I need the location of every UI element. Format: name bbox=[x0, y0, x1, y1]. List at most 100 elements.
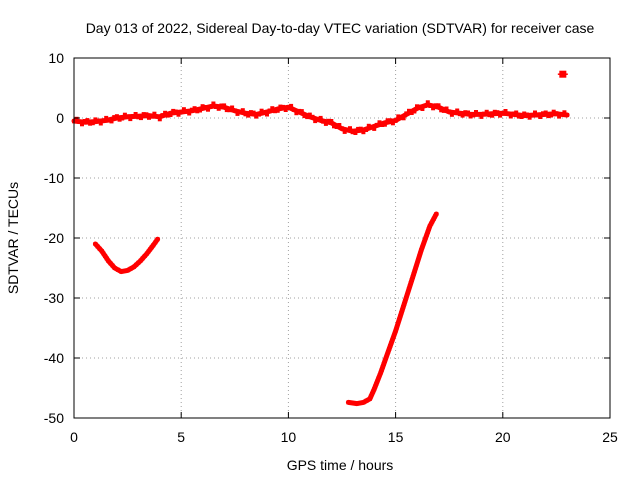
data-point bbox=[181, 107, 186, 112]
data-point bbox=[136, 115, 141, 120]
data-point bbox=[74, 116, 79, 121]
data-point bbox=[187, 111, 192, 116]
data-point bbox=[350, 130, 355, 135]
data-point bbox=[256, 112, 261, 117]
data-point bbox=[423, 103, 428, 108]
data-point bbox=[527, 115, 532, 120]
data-point bbox=[346, 400, 351, 405]
data-point bbox=[160, 113, 165, 118]
data-point bbox=[427, 224, 432, 228]
data-point bbox=[415, 104, 419, 109]
data-point bbox=[153, 240, 158, 245]
data-point bbox=[155, 237, 160, 242]
data-point bbox=[565, 113, 570, 117]
data-point bbox=[355, 401, 359, 406]
data-point bbox=[125, 114, 130, 119]
series-4 bbox=[557, 70, 568, 78]
data-point bbox=[141, 112, 146, 117]
data-point bbox=[422, 239, 427, 243]
data-point bbox=[323, 121, 328, 126]
data-point bbox=[419, 248, 424, 252]
data-point bbox=[281, 104, 285, 109]
data-point bbox=[530, 113, 535, 118]
data-point bbox=[144, 251, 149, 256]
data-point bbox=[392, 332, 397, 336]
data-point bbox=[404, 111, 409, 116]
data-point bbox=[388, 118, 393, 123]
data-point bbox=[140, 256, 145, 261]
data-point bbox=[93, 117, 98, 122]
data-point bbox=[122, 112, 127, 117]
data-point bbox=[460, 113, 465, 118]
data-point bbox=[82, 119, 87, 123]
data-point bbox=[449, 112, 454, 117]
data-point bbox=[500, 111, 505, 116]
data-point bbox=[275, 108, 280, 113]
data-point bbox=[151, 243, 156, 248]
data-point bbox=[369, 125, 374, 130]
data-point bbox=[117, 117, 122, 122]
data-point bbox=[372, 387, 377, 392]
data-point bbox=[375, 379, 380, 384]
data-point bbox=[455, 108, 460, 113]
data-point bbox=[122, 269, 127, 273]
data-point bbox=[492, 109, 497, 114]
data-point bbox=[377, 120, 382, 125]
data-point bbox=[286, 105, 291, 110]
data-point bbox=[374, 122, 379, 127]
data-point bbox=[119, 269, 124, 274]
data-point bbox=[498, 113, 503, 118]
data-point bbox=[305, 115, 310, 120]
series-1 bbox=[71, 100, 570, 135]
data-point bbox=[401, 305, 406, 309]
data-point bbox=[426, 227, 431, 231]
data-point bbox=[397, 317, 402, 321]
data-point bbox=[425, 100, 430, 105]
data-point bbox=[332, 124, 336, 129]
series-3 bbox=[345, 211, 439, 407]
data-point bbox=[559, 112, 564, 117]
data-point bbox=[514, 110, 519, 115]
x-tick-label: 15 bbox=[388, 429, 404, 445]
data-point bbox=[413, 266, 418, 270]
data-point bbox=[138, 258, 143, 263]
data-point bbox=[416, 257, 421, 261]
data-point bbox=[361, 130, 366, 135]
data-point bbox=[88, 121, 93, 126]
data-point bbox=[554, 111, 559, 116]
data-point bbox=[200, 104, 205, 109]
data-point bbox=[302, 114, 307, 119]
data-point bbox=[106, 118, 111, 123]
data-point bbox=[173, 109, 178, 114]
data-point bbox=[318, 115, 323, 120]
x-tick-label: 5 bbox=[177, 429, 185, 445]
data-point bbox=[385, 118, 390, 123]
data-point bbox=[468, 114, 473, 119]
x-tick-label: 0 bbox=[70, 429, 78, 445]
data-point bbox=[251, 110, 256, 115]
data-point bbox=[429, 221, 434, 226]
data-point bbox=[457, 112, 462, 117]
data-point bbox=[543, 110, 548, 115]
data-point bbox=[342, 129, 347, 134]
data-point bbox=[495, 110, 500, 115]
data-point bbox=[441, 108, 446, 113]
data-point bbox=[353, 131, 358, 135]
data-point bbox=[387, 347, 392, 351]
data-point bbox=[522, 111, 527, 116]
data-point bbox=[447, 109, 452, 114]
data-point bbox=[546, 114, 551, 119]
data-point bbox=[390, 121, 395, 126]
data-point bbox=[452, 110, 457, 115]
data-point bbox=[420, 245, 425, 249]
data-point bbox=[294, 111, 299, 116]
data-point bbox=[120, 116, 125, 121]
data-point bbox=[395, 323, 400, 327]
marks-layer bbox=[71, 70, 570, 407]
data-point bbox=[289, 103, 294, 108]
x-tick-label: 25 bbox=[602, 429, 618, 445]
data-point bbox=[133, 112, 138, 116]
data-point bbox=[214, 105, 218, 109]
data-point bbox=[157, 117, 162, 122]
data-point bbox=[203, 105, 208, 109]
